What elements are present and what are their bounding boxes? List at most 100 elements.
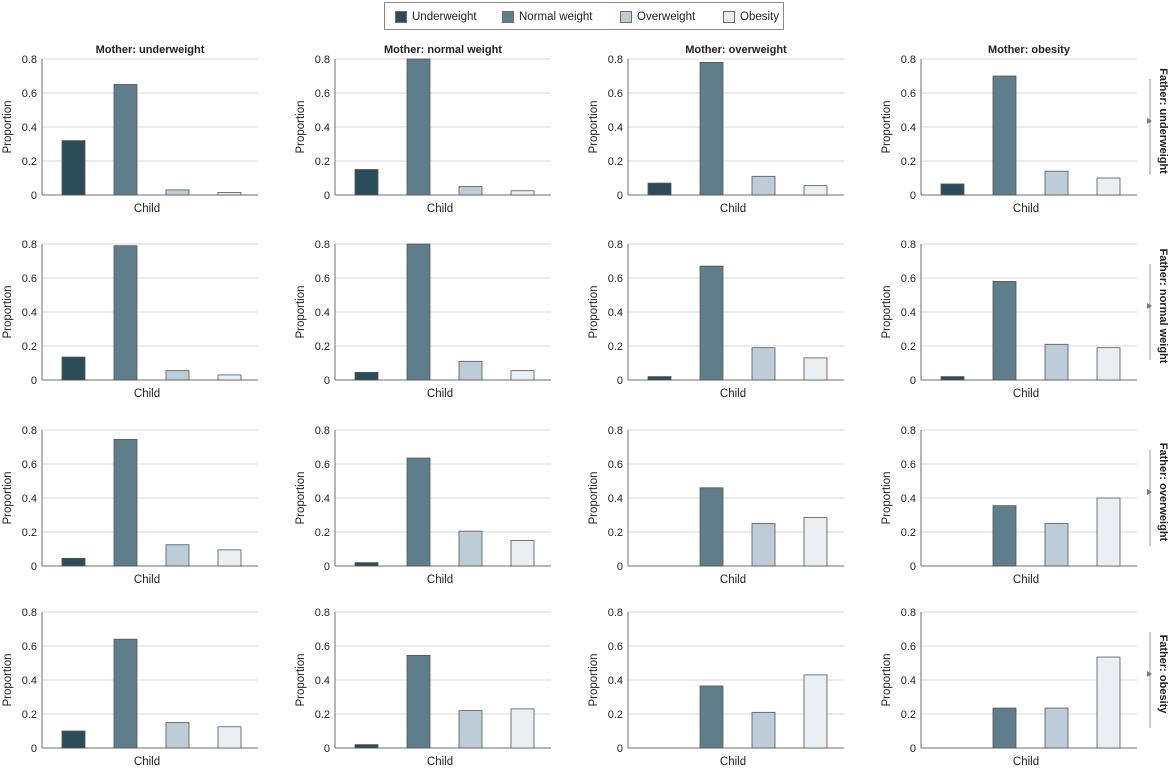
bar-obesity: [510, 540, 535, 567]
bar-obesity: [803, 185, 828, 196]
y-tick-label: 0.4: [22, 307, 37, 319]
y-tick-label: 0.4: [22, 675, 37, 687]
legend-label-normal-weight: Normal weight: [519, 11, 593, 23]
y-tick-label: 0.2: [901, 341, 916, 353]
bar-obesity: [510, 190, 535, 196]
panel-r4-c2: 0 0.2 0.4 0.6 0.8 Proportion Child: [295, 607, 551, 768]
bar-normal-weight: [992, 707, 1017, 749]
bar-underweight: [940, 376, 965, 381]
y-tick-label: 0.8: [22, 239, 37, 251]
y-tick-label: 0.2: [608, 341, 623, 353]
y-axis-label: Proportion: [295, 100, 307, 153]
x-axis-label: Child: [134, 203, 160, 215]
bar-normal-weight: [699, 487, 724, 567]
y-tick-label: 0.6: [22, 459, 37, 471]
y-tick-label: 0.8: [608, 607, 623, 619]
bar-obesity: [510, 708, 535, 749]
y-tick-label: 0.6: [22, 641, 37, 653]
y-tick-label: 0.6: [315, 641, 330, 653]
y-axis-label: Proportion: [2, 471, 14, 524]
y-tick-label: 0.8: [901, 607, 916, 619]
legend-label-obesity: Obesity: [740, 11, 779, 23]
y-axis-label: Proportion: [588, 285, 600, 338]
legend-swatch-underweight: [395, 11, 407, 23]
y-tick-label: 0: [910, 561, 916, 573]
bar-obesity: [803, 517, 828, 567]
x-axis-label: Child: [134, 388, 160, 400]
y-tick-label: 0.8: [901, 54, 916, 66]
column-title-1: Mother: underweight: [96, 44, 205, 56]
x-axis-label: Child: [720, 388, 746, 400]
column-title-2: Mother: normal weight: [384, 44, 502, 56]
panel-r2-c2: 0 0.2 0.4 0.6 0.8 Proportion Child: [295, 239, 551, 400]
column-title-3: Mother: overweight: [685, 44, 787, 56]
x-axis-label: Child: [427, 574, 453, 586]
legend-label-overweight: Overweight: [637, 11, 696, 23]
row-bracket-arrow-3: [1147, 489, 1152, 495]
bar-normal-weight: [113, 84, 138, 196]
y-axis-label: Proportion: [2, 653, 14, 706]
legend-swatch-obesity: [723, 11, 735, 23]
y-tick-label: 0.2: [22, 341, 37, 353]
bar-underweight: [61, 140, 86, 196]
y-tick-label: 0.6: [22, 273, 37, 285]
bar-overweight: [1044, 707, 1069, 749]
bar-overweight: [458, 186, 483, 196]
bar-overweight: [165, 370, 190, 381]
bar-obesity: [510, 370, 535, 381]
y-tick-label: 0: [324, 375, 330, 387]
x-axis-label: Child: [427, 203, 453, 215]
y-tick-label: 0.6: [901, 273, 916, 285]
y-tick-label: 0: [324, 190, 330, 202]
bar-underweight: [354, 371, 379, 381]
legend-swatch-normal-weight: [502, 11, 514, 23]
y-tick-label: 0.2: [901, 709, 916, 721]
y-tick-label: 0.2: [22, 709, 37, 721]
y-tick-label: 0.8: [901, 239, 916, 251]
bar-obesity: [1096, 177, 1121, 196]
bar-underweight: [61, 557, 86, 567]
panel-r2-c4: 0 0.2 0.4 0.6 0.8 Proportion Child: [881, 239, 1137, 400]
y-tick-label: 0.8: [22, 425, 37, 437]
x-axis-label: Child: [1013, 756, 1039, 768]
bar-overweight: [751, 711, 776, 749]
y-tick-label: 0: [910, 375, 916, 387]
y-tick-label: 0.6: [315, 459, 330, 471]
y-tick-label: 0.4: [901, 493, 916, 505]
y-tick-label: 0.4: [608, 122, 623, 134]
bar-normal-weight: [406, 243, 431, 381]
y-tick-label: 0.8: [608, 54, 623, 66]
panel-r4-c1: 0 0.2 0.4 0.6 0.8 Proportion Child: [2, 607, 258, 768]
bar-overweight: [165, 544, 190, 567]
legend-item-underweight: Underweight: [395, 3, 477, 31]
bar-normal-weight: [699, 685, 724, 749]
y-axis-label: Proportion: [295, 285, 307, 338]
y-tick-label: 0.4: [315, 307, 330, 319]
y-tick-label: 0.4: [315, 675, 330, 687]
bar-overweight: [458, 530, 483, 567]
y-tick-label: 0.4: [315, 122, 330, 134]
y-tick-label: 0.8: [608, 425, 623, 437]
bar-underweight: [647, 182, 672, 196]
panel-r2-c3: 0 0.2 0.4 0.6 0.8 Proportion Child: [588, 239, 844, 400]
x-axis-label: Child: [720, 756, 746, 768]
y-tick-label: 0.2: [901, 527, 916, 539]
y-tick-label: 0.4: [22, 122, 37, 134]
bar-obesity: [217, 192, 242, 196]
y-tick-label: 0: [31, 743, 37, 755]
y-axis-label: Proportion: [881, 471, 893, 524]
bar-overweight: [458, 710, 483, 749]
panel-r1-c4: 0 0.2 0.4 0.6 0.8 Proportion Child: [881, 54, 1137, 215]
row-bracket-arrow-4: [1147, 671, 1152, 677]
y-tick-label: 0.2: [608, 156, 623, 168]
y-tick-label: 0: [31, 375, 37, 387]
y-tick-label: 0.2: [608, 527, 623, 539]
bar-obesity: [217, 374, 242, 381]
bar-underweight: [354, 169, 379, 196]
bar-overweight: [1044, 523, 1069, 567]
x-axis-label: Child: [134, 756, 160, 768]
y-tick-label: 0.6: [315, 273, 330, 285]
y-tick-label: 0.2: [901, 156, 916, 168]
bar-underweight: [61, 730, 86, 749]
